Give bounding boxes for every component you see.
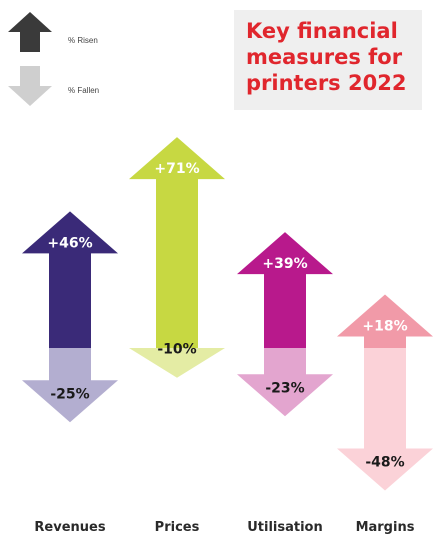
fallen-arrow-icon: [8, 66, 52, 106]
risen-value-label: +39%: [262, 256, 307, 272]
legend-risen-label: % Risen: [68, 36, 98, 45]
chart-title: Key financial measures for printers 2022: [246, 19, 407, 95]
risen-value-label: +18%: [362, 319, 407, 335]
risen-arrow-prices: [129, 137, 225, 348]
category-label-revenues: Revenues: [34, 520, 105, 535]
fallen-arrow-margins: [337, 348, 433, 491]
fallen-value-label: -25%: [50, 386, 89, 402]
risen-value-label: +71%: [154, 161, 199, 177]
fallen-value-label: -23%: [265, 380, 304, 396]
legend: % Risen % Fallen: [6, 10, 136, 110]
risen-arrow-utilisation: [237, 232, 333, 348]
category-label-utilisation: Utilisation: [247, 520, 323, 535]
risen-value-label: +46%: [47, 235, 92, 251]
category-label-prices: Prices: [155, 520, 200, 535]
risen-arrow-icon: [8, 12, 52, 52]
risen-arrow-margins: [337, 294, 433, 348]
risen-arrow-revenues: [22, 211, 118, 348]
category-label-margins: Margins: [356, 520, 415, 535]
fallen-arrow-utilisation: [237, 348, 333, 417]
fallen-value-label: -10%: [157, 342, 196, 358]
fallen-arrow-revenues: [22, 348, 118, 423]
legend-fallen-label: % Fallen: [68, 86, 100, 95]
fallen-value-label: -48%: [365, 455, 404, 471]
title-box: Key financial measures for printers 2022: [234, 10, 422, 110]
fallen-arrow-prices: [129, 348, 225, 378]
